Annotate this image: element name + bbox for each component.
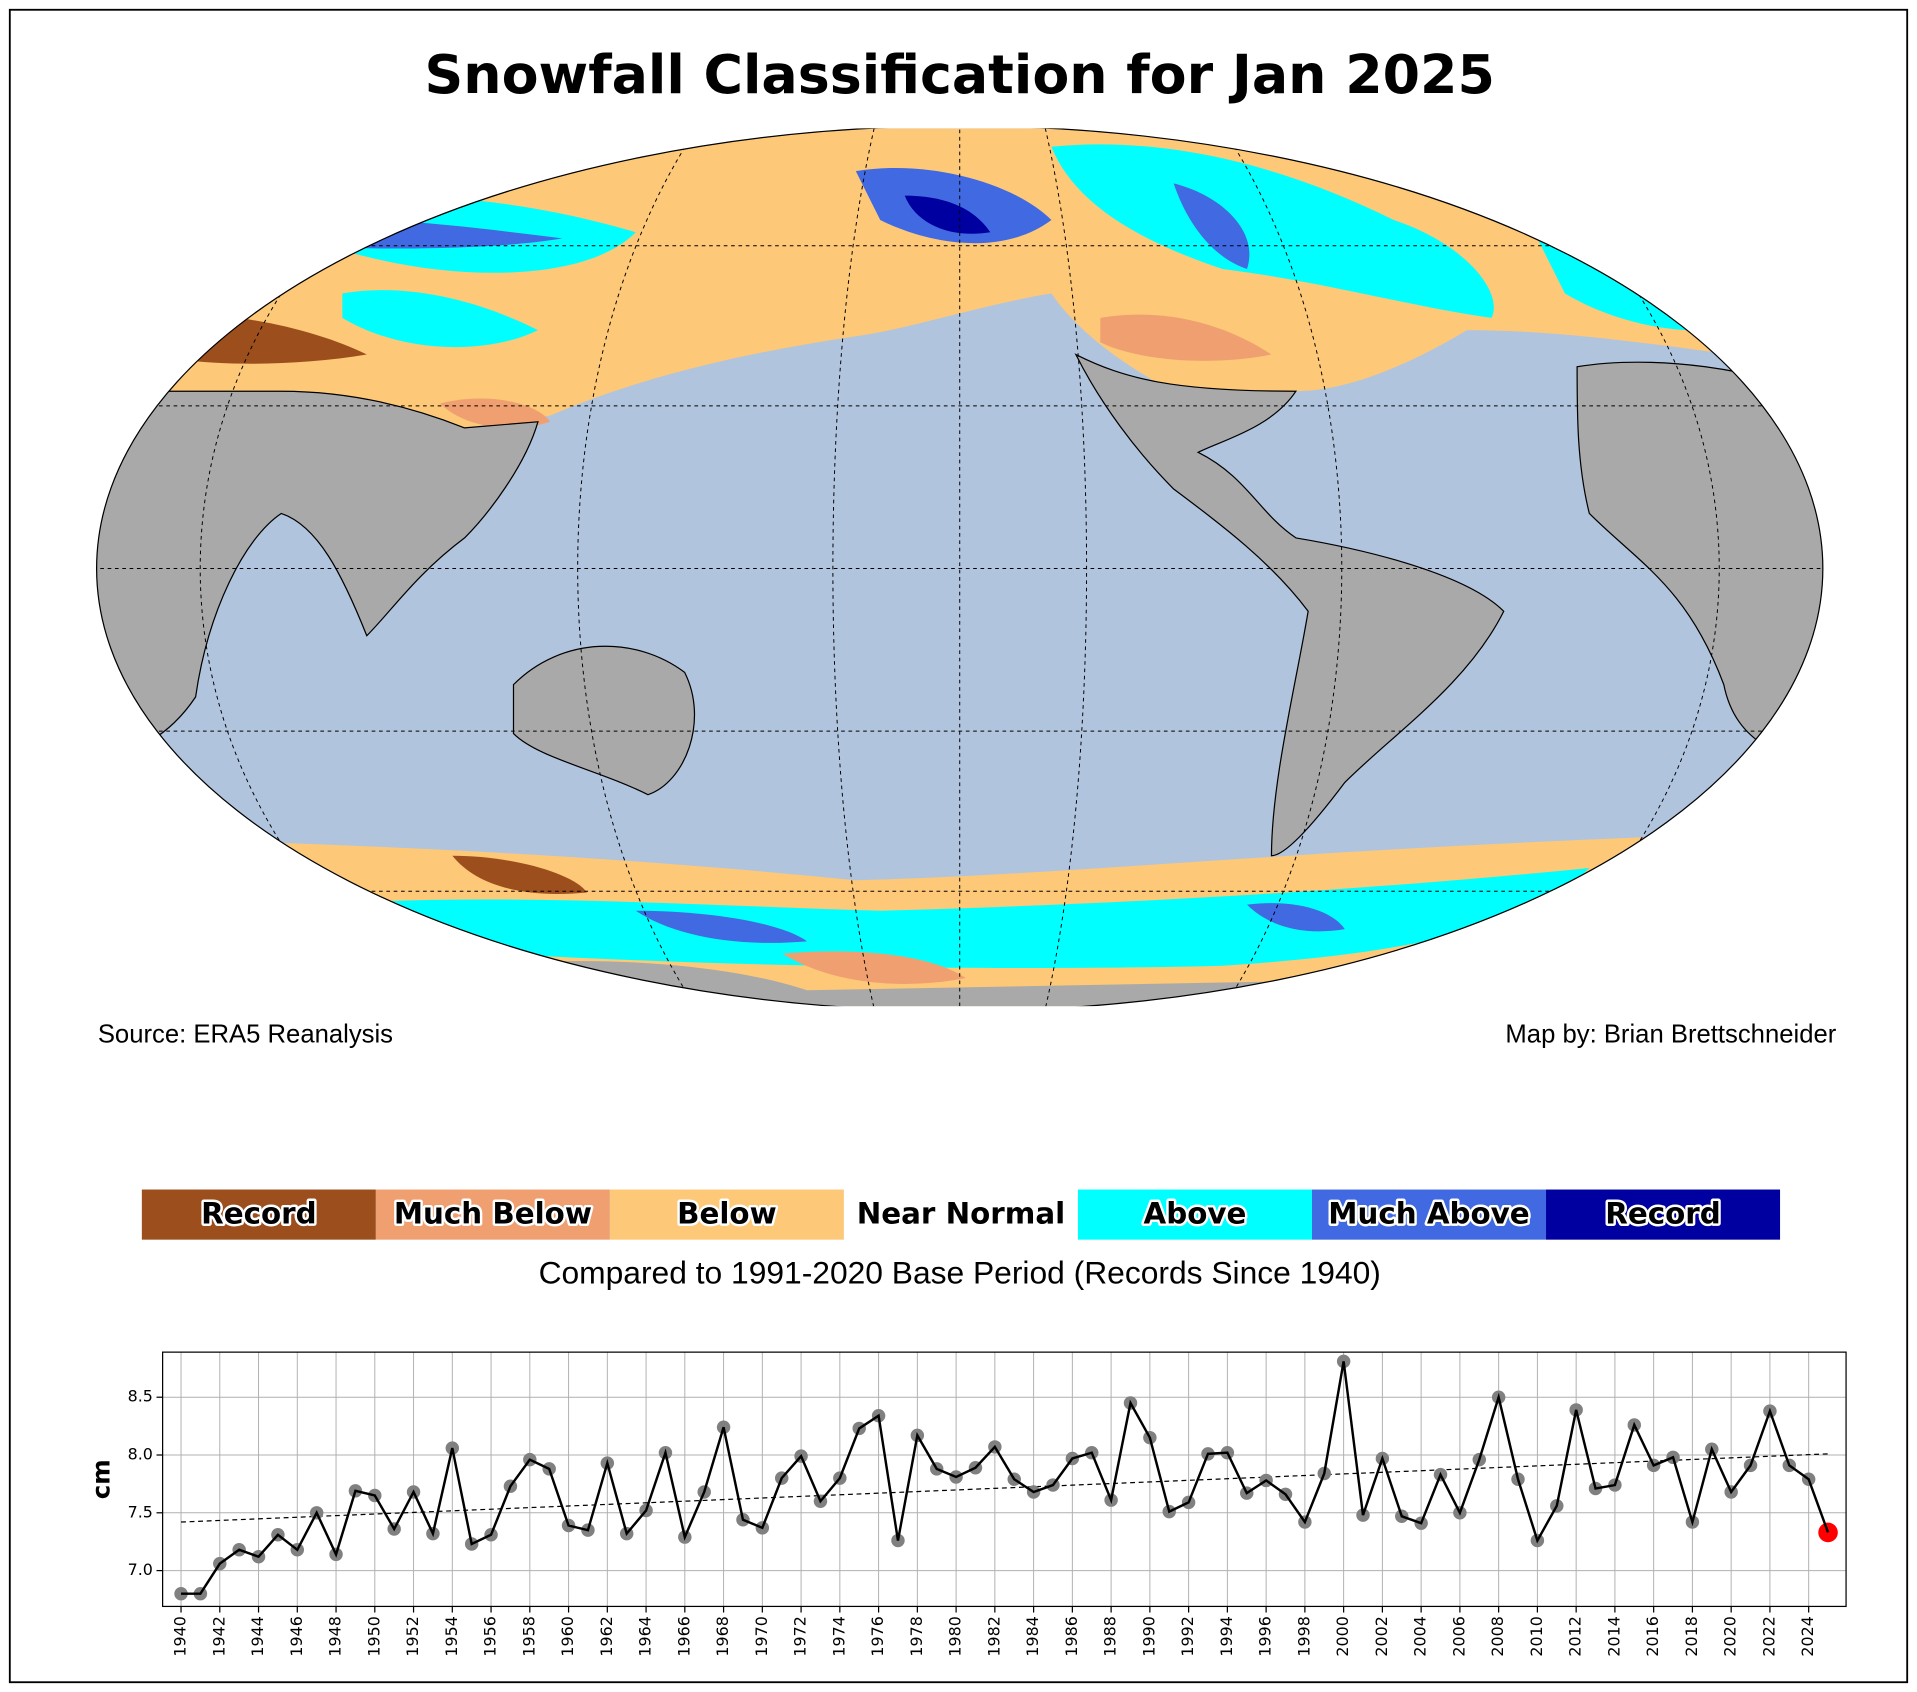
x-tick-label: 1946 (287, 1616, 306, 1656)
legend-swatch (1546, 1189, 1781, 1240)
legend: Record Much Below Below Near Normal Above Muc… (141, 1189, 1781, 1240)
x-tick-label: 1952 (403, 1616, 422, 1656)
legend-swatch (609, 1189, 844, 1240)
x-tick-label: 2014 (1604, 1616, 1623, 1656)
legend-label: Above (1144, 1197, 1247, 1231)
x-tick-label: 1972 (791, 1616, 810, 1656)
legend-label: Much Below (394, 1197, 592, 1231)
x-tick-label: 1980 (946, 1616, 965, 1656)
x-tick-label: 1988 (1101, 1616, 1120, 1656)
x-tick-label: 2002 (1372, 1616, 1391, 1656)
y-tick-label: 8.0 (128, 1445, 153, 1464)
x-tick-label: 2016 (1643, 1616, 1662, 1656)
x-tick-label: 1978 (907, 1616, 926, 1656)
x-tick-label: 1940 (171, 1616, 190, 1656)
legend-label: Near Normal (857, 1197, 1065, 1231)
x-tick-label: 1968 (713, 1616, 732, 1656)
x-tick-label: 2020 (1721, 1616, 1740, 1656)
plot-frame (162, 1351, 1847, 1608)
x-tick-label: 2018 (1682, 1616, 1701, 1656)
x-tick-label: 1982 (984, 1616, 1003, 1656)
legend-swatch (1077, 1189, 1312, 1240)
x-tick-label: 1944 (248, 1616, 267, 1656)
x-tick-label: 1984 (1023, 1616, 1042, 1656)
legend-label: Record (201, 1197, 316, 1231)
x-tick-label: 1966 (674, 1616, 693, 1656)
trend-line (181, 1453, 1829, 1523)
legend-swatch (1311, 1189, 1547, 1240)
map (96, 128, 1824, 1007)
x-tick-label: 1954 (442, 1616, 461, 1656)
legend-label: Much Above (1328, 1197, 1529, 1231)
legend-caption: Compared to 1991-2020 Base Period (Recor… (539, 1255, 1381, 1291)
x-tick-label: 2000 (1333, 1616, 1352, 1656)
x-tick-label: 2008 (1488, 1616, 1507, 1656)
x-tick-label: 2024 (1798, 1616, 1817, 1656)
x-tick-label: 1994 (1217, 1616, 1236, 1656)
credit: Map by: Brian Brettschneider (1505, 1020, 1836, 1048)
x-tick-label: 2004 (1411, 1616, 1430, 1656)
line-chart: 7.0 7.5 8.0 8.5 1940 1942 1944 1946 1948 1950 1952… (87, 1351, 1847, 1657)
x-tick-label: 1962 (597, 1616, 616, 1656)
legend-swatch (375, 1189, 610, 1240)
x-tick-label: 1942 (209, 1616, 228, 1656)
x-tick-label: 1958 (519, 1616, 538, 1656)
source: Source: ERA5 Reanalysis (98, 1020, 393, 1048)
x-tick-label: 1974 (829, 1616, 848, 1656)
y-tick-label: 7.5 (128, 1502, 153, 1521)
x-tick-label: 1970 (752, 1616, 771, 1656)
x-tick-label: 1960 (558, 1616, 577, 1656)
legend-swatch (843, 1189, 1078, 1240)
y-axis-label: cm (87, 1459, 116, 1499)
x-tick-label: 1956 (481, 1616, 500, 1656)
series-line (181, 1361, 1830, 1595)
x-tick-label: 2010 (1527, 1616, 1546, 1656)
y-tick-label: 7.0 (128, 1560, 153, 1579)
x-tick-label: 1990 (1139, 1616, 1158, 1656)
y-tick-label: 8.5 (128, 1387, 153, 1406)
x-tick-label: 2006 (1449, 1616, 1468, 1656)
x-tick-label: 1996 (1256, 1616, 1275, 1656)
x-tick-label: 1992 (1178, 1616, 1197, 1656)
title: Snowfall Classification for Jan 2025 (425, 43, 1495, 106)
x-tick-label: 1948 (326, 1616, 345, 1656)
x-tick-label: 1986 (1062, 1616, 1081, 1656)
x-tick-label: 1964 (636, 1616, 655, 1656)
point (174, 1586, 188, 1601)
x-tick-label: 2012 (1566, 1616, 1585, 1656)
x-tick-label: 1998 (1294, 1616, 1313, 1656)
x-tick-label: 2022 (1759, 1616, 1778, 1656)
x-tick-label: 1976 (868, 1616, 887, 1656)
x-tick-label: 1950 (364, 1616, 383, 1656)
legend-label: Record (1605, 1197, 1720, 1231)
legend-label: Below (677, 1197, 777, 1231)
legend-swatch (141, 1189, 376, 1240)
